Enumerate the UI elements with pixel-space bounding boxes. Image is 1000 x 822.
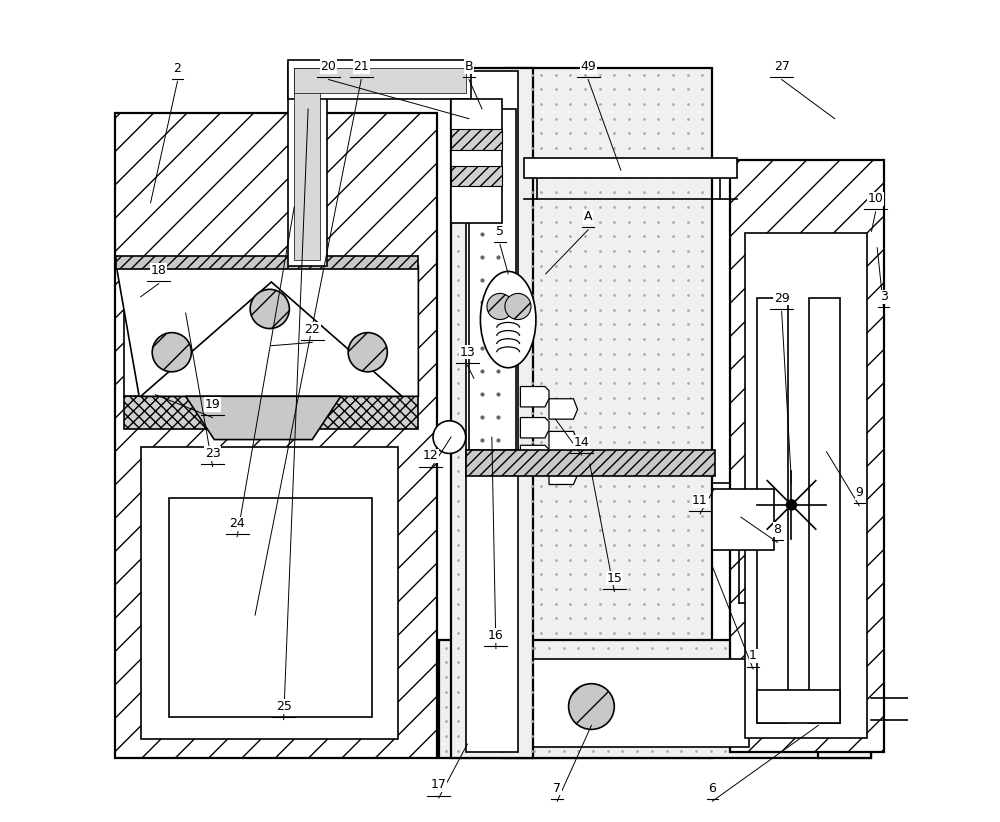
Text: 21: 21 — [353, 60, 369, 73]
Circle shape — [505, 293, 531, 320]
Polygon shape — [520, 446, 549, 466]
Text: 22: 22 — [304, 323, 320, 336]
Text: 9: 9 — [855, 486, 863, 499]
Circle shape — [569, 684, 614, 729]
Circle shape — [250, 289, 289, 329]
Text: 20: 20 — [321, 60, 336, 73]
Bar — [533, 659, 749, 747]
Bar — [730, 160, 884, 752]
Text: 16: 16 — [488, 629, 504, 642]
Bar — [124, 267, 418, 396]
Text: 10: 10 — [868, 192, 884, 206]
Text: 2: 2 — [174, 62, 181, 75]
Bar — [141, 447, 398, 739]
Text: 3: 3 — [880, 290, 888, 303]
Text: 14: 14 — [574, 436, 590, 449]
Text: 17: 17 — [431, 778, 447, 792]
Bar — [439, 640, 871, 758]
Bar — [288, 60, 471, 99]
Text: 18: 18 — [151, 264, 167, 277]
Circle shape — [433, 421, 466, 454]
Text: 25: 25 — [276, 700, 292, 713]
Text: 8: 8 — [774, 523, 782, 536]
Bar — [469, 109, 516, 450]
Text: 12: 12 — [423, 450, 438, 463]
Text: B: B — [465, 60, 473, 73]
Bar — [451, 99, 502, 224]
Circle shape — [152, 333, 191, 372]
Text: 5: 5 — [496, 225, 504, 238]
Bar — [524, 158, 737, 178]
Text: 23: 23 — [205, 447, 220, 460]
Text: 49: 49 — [580, 60, 596, 73]
Bar — [294, 68, 466, 93]
Polygon shape — [549, 464, 578, 484]
Circle shape — [787, 500, 796, 510]
Bar — [451, 129, 502, 150]
Bar — [818, 162, 871, 758]
Bar — [288, 63, 327, 266]
Bar — [757, 298, 788, 723]
Polygon shape — [549, 399, 578, 419]
Bar — [466, 450, 715, 476]
Bar — [757, 690, 840, 723]
Ellipse shape — [480, 271, 536, 367]
Bar — [169, 498, 372, 717]
Bar — [451, 166, 502, 187]
Polygon shape — [186, 396, 341, 440]
Text: A: A — [584, 210, 592, 224]
Polygon shape — [141, 282, 402, 396]
Polygon shape — [520, 386, 549, 407]
Text: 15: 15 — [606, 572, 622, 585]
Polygon shape — [520, 418, 549, 438]
Bar — [712, 488, 774, 550]
Bar — [115, 113, 437, 758]
Bar — [504, 68, 712, 758]
Bar — [466, 71, 518, 752]
Circle shape — [348, 333, 387, 372]
Text: 27: 27 — [774, 60, 790, 73]
Bar — [809, 298, 840, 723]
Bar — [124, 396, 418, 429]
Text: 24: 24 — [229, 517, 245, 530]
Text: 19: 19 — [205, 398, 220, 411]
Text: 13: 13 — [459, 346, 475, 358]
Text: 1: 1 — [749, 649, 757, 663]
Bar — [451, 68, 533, 758]
Bar — [116, 256, 418, 269]
Text: 7: 7 — [553, 782, 561, 795]
Bar — [745, 233, 867, 737]
Polygon shape — [116, 266, 418, 396]
Text: 29: 29 — [774, 292, 790, 305]
Text: 11: 11 — [692, 494, 708, 507]
Polygon shape — [549, 432, 578, 452]
Text: 6: 6 — [708, 782, 716, 795]
Bar — [294, 68, 320, 260]
Circle shape — [487, 293, 513, 320]
